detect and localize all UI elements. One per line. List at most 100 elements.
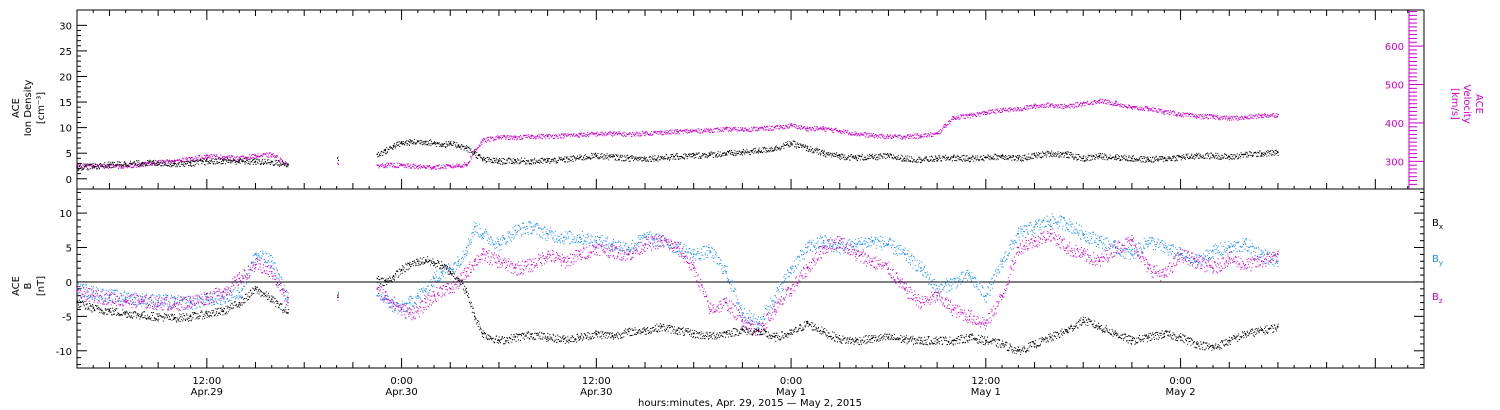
density-point [822, 152, 825, 154]
bz-point [563, 260, 565, 262]
bx-point [1212, 346, 1214, 349]
bz-point [141, 300, 143, 302]
p2-left-tick-label: 5 [66, 244, 72, 255]
density-point [1147, 158, 1149, 161]
by-point [741, 312, 744, 314]
by-series [76, 213, 1279, 329]
velocity-point [465, 163, 468, 166]
velocity-point [725, 128, 727, 130]
bz-point [376, 288, 378, 290]
bx-point [1082, 319, 1084, 321]
bz-point [936, 295, 938, 297]
by-point [628, 246, 630, 249]
velocity-point [1163, 110, 1166, 113]
bz-point [644, 243, 646, 245]
velocity-point [498, 136, 500, 138]
bx-point [457, 277, 460, 280]
by-point [1050, 219, 1052, 221]
bx-point [579, 336, 581, 338]
bx-trace [77, 256, 1279, 356]
density-point [1212, 154, 1214, 156]
bz-point [725, 301, 727, 304]
axes-group: 051015202530300400500600-10-5051012:00Ap… [56, 10, 1425, 398]
bx-point [839, 338, 841, 340]
by-point [384, 298, 387, 300]
bx-point [1131, 339, 1133, 342]
density-point [790, 142, 792, 144]
density-point [1050, 152, 1052, 154]
bx-point [887, 336, 890, 338]
bx-point [920, 339, 922, 342]
velocity-point [790, 124, 792, 126]
density-point [530, 160, 533, 162]
bz-point [1066, 246, 1068, 249]
p1-left-tick-label: 0 [66, 175, 72, 186]
bx-point [871, 337, 873, 340]
by-point [482, 233, 484, 235]
time-tick-label: 12:00 [192, 376, 221, 387]
density-point [473, 152, 476, 154]
bz-point [514, 267, 516, 269]
velocity-point [839, 129, 841, 132]
p1-right-tick-label: 600 [1385, 42, 1404, 53]
bz-point [806, 267, 809, 269]
density-point [774, 147, 776, 149]
bx-point [206, 312, 208, 315]
by-point [287, 298, 289, 300]
velocity-point [1033, 104, 1036, 107]
density-point [968, 157, 971, 160]
by-point [530, 226, 533, 228]
velocity-point [417, 165, 419, 168]
bx-point [417, 260, 419, 262]
bx-point [473, 315, 476, 318]
bx-point [400, 268, 403, 271]
bz-point [822, 246, 825, 249]
by-point [1147, 239, 1149, 242]
p2-left-tick-label: -5 [62, 312, 72, 323]
bz-point [1147, 267, 1149, 269]
velocity-point [473, 149, 476, 151]
bz-point [189, 300, 192, 302]
panel2-data [76, 213, 1424, 356]
bz-point [1212, 267, 1214, 269]
bx-point [676, 329, 679, 331]
bz-point [449, 288, 451, 290]
density-point [449, 143, 451, 145]
by-point [774, 295, 776, 297]
bz-point [1196, 260, 1198, 262]
bx-point [1163, 332, 1166, 335]
p1-left-tick-label: 10 [59, 124, 72, 135]
by-point [408, 301, 411, 304]
density-point [1114, 156, 1117, 158]
density-point [1033, 154, 1036, 156]
p2-left-label-line1: ACE [11, 276, 22, 296]
bz-point [757, 329, 760, 331]
density-point [855, 156, 857, 158]
bz-point [871, 260, 873, 262]
velocity-point [1082, 102, 1084, 104]
by-point [822, 239, 825, 242]
bx-point [222, 310, 224, 312]
bx-point [611, 334, 614, 337]
by-point [903, 253, 906, 256]
bx-point [173, 317, 176, 319]
density-point [1066, 153, 1068, 155]
density-point [644, 157, 646, 160]
density-point [141, 162, 143, 164]
by-point [238, 291, 240, 293]
bz-point [546, 253, 549, 256]
velocity-point [952, 116, 955, 118]
p1-right-tick-label: 400 [1385, 119, 1404, 130]
density-point [76, 166, 78, 168]
density-point [173, 162, 176, 165]
bx-point [692, 332, 695, 335]
density-point [222, 159, 224, 162]
bx-point [408, 264, 411, 266]
bz-point [741, 319, 744, 321]
density-point [595, 154, 598, 156]
velocity-point [757, 127, 760, 130]
by-point [1277, 260, 1279, 262]
by-point [141, 298, 143, 300]
p1-left-label-line2: Ion Density [23, 80, 34, 137]
density-point [408, 141, 411, 143]
